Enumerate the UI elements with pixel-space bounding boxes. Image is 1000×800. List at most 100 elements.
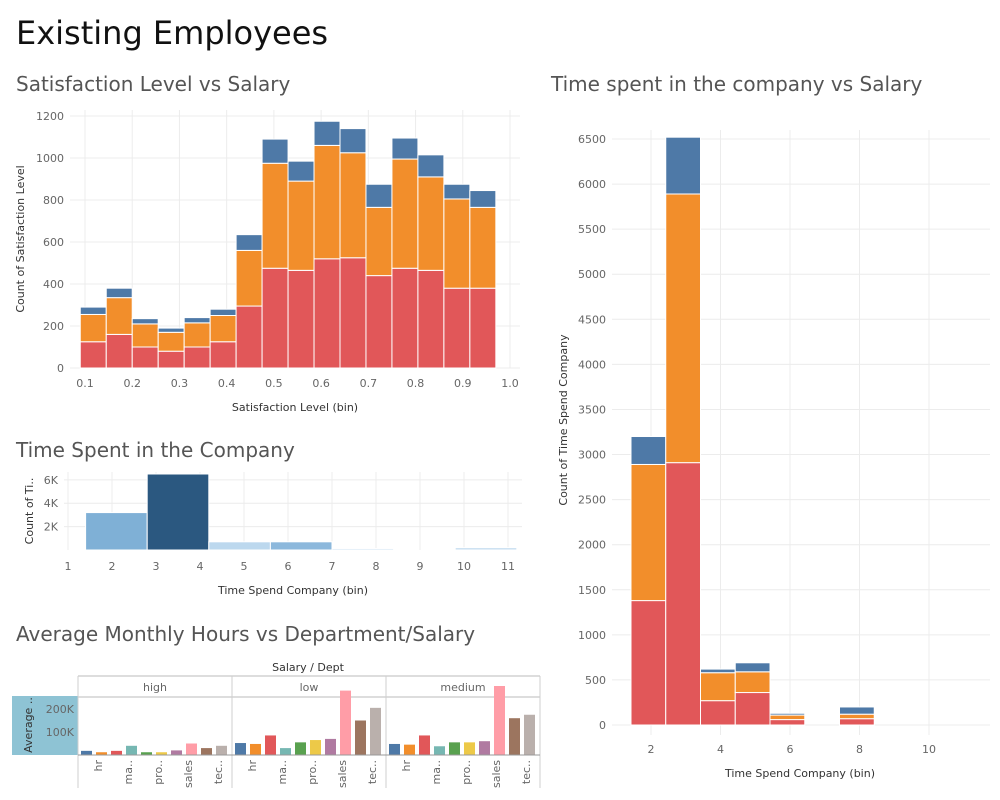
hours-y-axis-title: Average .. <box>22 697 35 753</box>
hours-y-tick: 100K <box>46 726 75 739</box>
tsal-bar-high <box>769 712 806 716</box>
hours-bar-low <box>370 707 381 755</box>
hours-bar-medium <box>509 718 520 755</box>
satisfaction-chart-title: Satisfaction Level vs Salary <box>16 72 291 96</box>
hours-panel-label: low <box>300 681 319 694</box>
sat-x-tick: 0.9 <box>454 377 472 390</box>
tsal-bar-high <box>700 668 736 674</box>
sat-bar-high <box>469 190 497 208</box>
sat-y-tick: 600 <box>43 236 64 249</box>
hours-bar-high <box>201 748 212 755</box>
tsc-x-tick: 10 <box>457 560 471 573</box>
sat-x-tick: 0.3 <box>171 377 189 390</box>
hours-category-label: hr <box>246 760 259 772</box>
sat-y-tick: 0 <box>57 362 64 375</box>
hours-bar-low <box>355 720 366 755</box>
hours-bar-medium <box>419 735 430 755</box>
sat-bar-high <box>261 138 289 164</box>
hours-bar-medium <box>389 743 400 755</box>
tsc-bar <box>331 547 395 551</box>
hours-bar-medium <box>404 744 415 755</box>
tsc-x-tick: 5 <box>241 560 248 573</box>
tsc-x-tick: 7 <box>329 560 336 573</box>
sat-bar-low <box>391 267 419 369</box>
hours-header: Salary / Dept <box>272 661 344 674</box>
tsc-x-tick: 6 <box>285 560 292 573</box>
tsc-x-tick: 2 <box>109 560 116 573</box>
tsal-bar-low <box>700 700 736 726</box>
tsal-y-tick: 3000 <box>578 449 606 462</box>
hours-bar-medium <box>449 742 460 755</box>
hours-chart-title: Average Monthly Hours vs Department/Sala… <box>16 622 476 646</box>
time-spent-chart-title: Time Spent in the Company <box>16 438 295 462</box>
hours-bar-low <box>295 742 306 755</box>
hours-category-label: tec.. <box>520 760 533 784</box>
tsal-y-tick: 1000 <box>578 629 606 642</box>
sat-bar-high <box>105 287 133 299</box>
sat-bar-high <box>417 154 445 178</box>
hours-bar-high <box>126 745 137 755</box>
sat-bar-high <box>313 120 341 146</box>
tsc-x-tick: 8 <box>373 560 380 573</box>
hours-bar-high <box>141 752 152 755</box>
hours-bar-high <box>186 743 197 755</box>
tsal-bar-high <box>630 436 667 465</box>
hours-category-label: hr <box>400 760 413 772</box>
hours-bar-low <box>265 735 276 755</box>
sat-x-tick: 0.8 <box>407 377 425 390</box>
sat-x-tick: 0.5 <box>265 377 283 390</box>
hours-bar-low <box>340 690 351 755</box>
tsal-y-tick: 6000 <box>578 178 606 191</box>
hours-category-label: sales <box>490 760 503 788</box>
tsal-y-tick: 6500 <box>578 133 606 146</box>
tsc-y-tick: 2K <box>44 521 59 534</box>
hours-category-label: ma.. <box>276 760 289 784</box>
hours-bar-medium <box>464 742 475 755</box>
sat-bar-medium <box>183 322 211 348</box>
tsal-y-tick: 3500 <box>578 403 606 416</box>
hours-bar-high <box>216 745 227 755</box>
hours-bar-low <box>310 740 321 755</box>
tsal-bar-medium <box>665 193 701 464</box>
tsc-bar <box>454 547 518 551</box>
tsal-y-axis-title: Count of Time Spend Company <box>557 334 570 506</box>
hours-bar-medium <box>524 714 535 755</box>
hours-category-label: ma.. <box>430 760 443 784</box>
hours-bar-high <box>156 752 167 755</box>
tsc-bar <box>269 541 333 551</box>
sat-bar-medium <box>443 198 471 289</box>
hours-bar-medium <box>494 686 505 755</box>
tsal-bar-low <box>839 718 875 726</box>
sat-bar-medium <box>391 158 419 269</box>
hours-category-label: pro.. <box>306 760 319 785</box>
sat-y-tick: 1000 <box>36 152 64 165</box>
hours-panel-label: high <box>143 681 167 694</box>
tsal-x-tick: 4 <box>717 743 724 756</box>
hours-bar-high <box>111 750 122 755</box>
tsal-y-tick: 4500 <box>578 313 606 326</box>
tsal-bar-medium <box>630 463 667 602</box>
tsal-x-tick: 8 <box>856 743 863 756</box>
sat-y-tick: 400 <box>43 278 64 291</box>
sat-bar-medium <box>79 313 107 343</box>
tsal-y-tick: 1500 <box>578 584 606 597</box>
hours-category-label: pro.. <box>460 760 473 785</box>
sat-bar-high <box>339 128 367 154</box>
tsal-y-tick: 5000 <box>578 268 606 281</box>
tsc-y-axis-title: Count of Ti.. <box>23 478 36 545</box>
sat-bar-medium <box>105 297 133 335</box>
hours-bar-high <box>96 752 107 755</box>
hours-bar-high <box>81 750 92 755</box>
tsal-y-tick: 2000 <box>578 539 606 552</box>
hours-category-label: pro.. <box>152 760 165 785</box>
sat-bar-medium <box>469 206 497 289</box>
tsal-y-tick: 2500 <box>578 494 606 507</box>
sat-y-tick: 200 <box>43 320 64 333</box>
tsal-bar-low <box>665 462 701 726</box>
tsal-bar-medium <box>769 714 806 721</box>
hours-ylabel-cell <box>12 696 78 755</box>
tsal-bar-low <box>734 692 771 726</box>
tsc-y-tick: 4K <box>44 497 59 510</box>
